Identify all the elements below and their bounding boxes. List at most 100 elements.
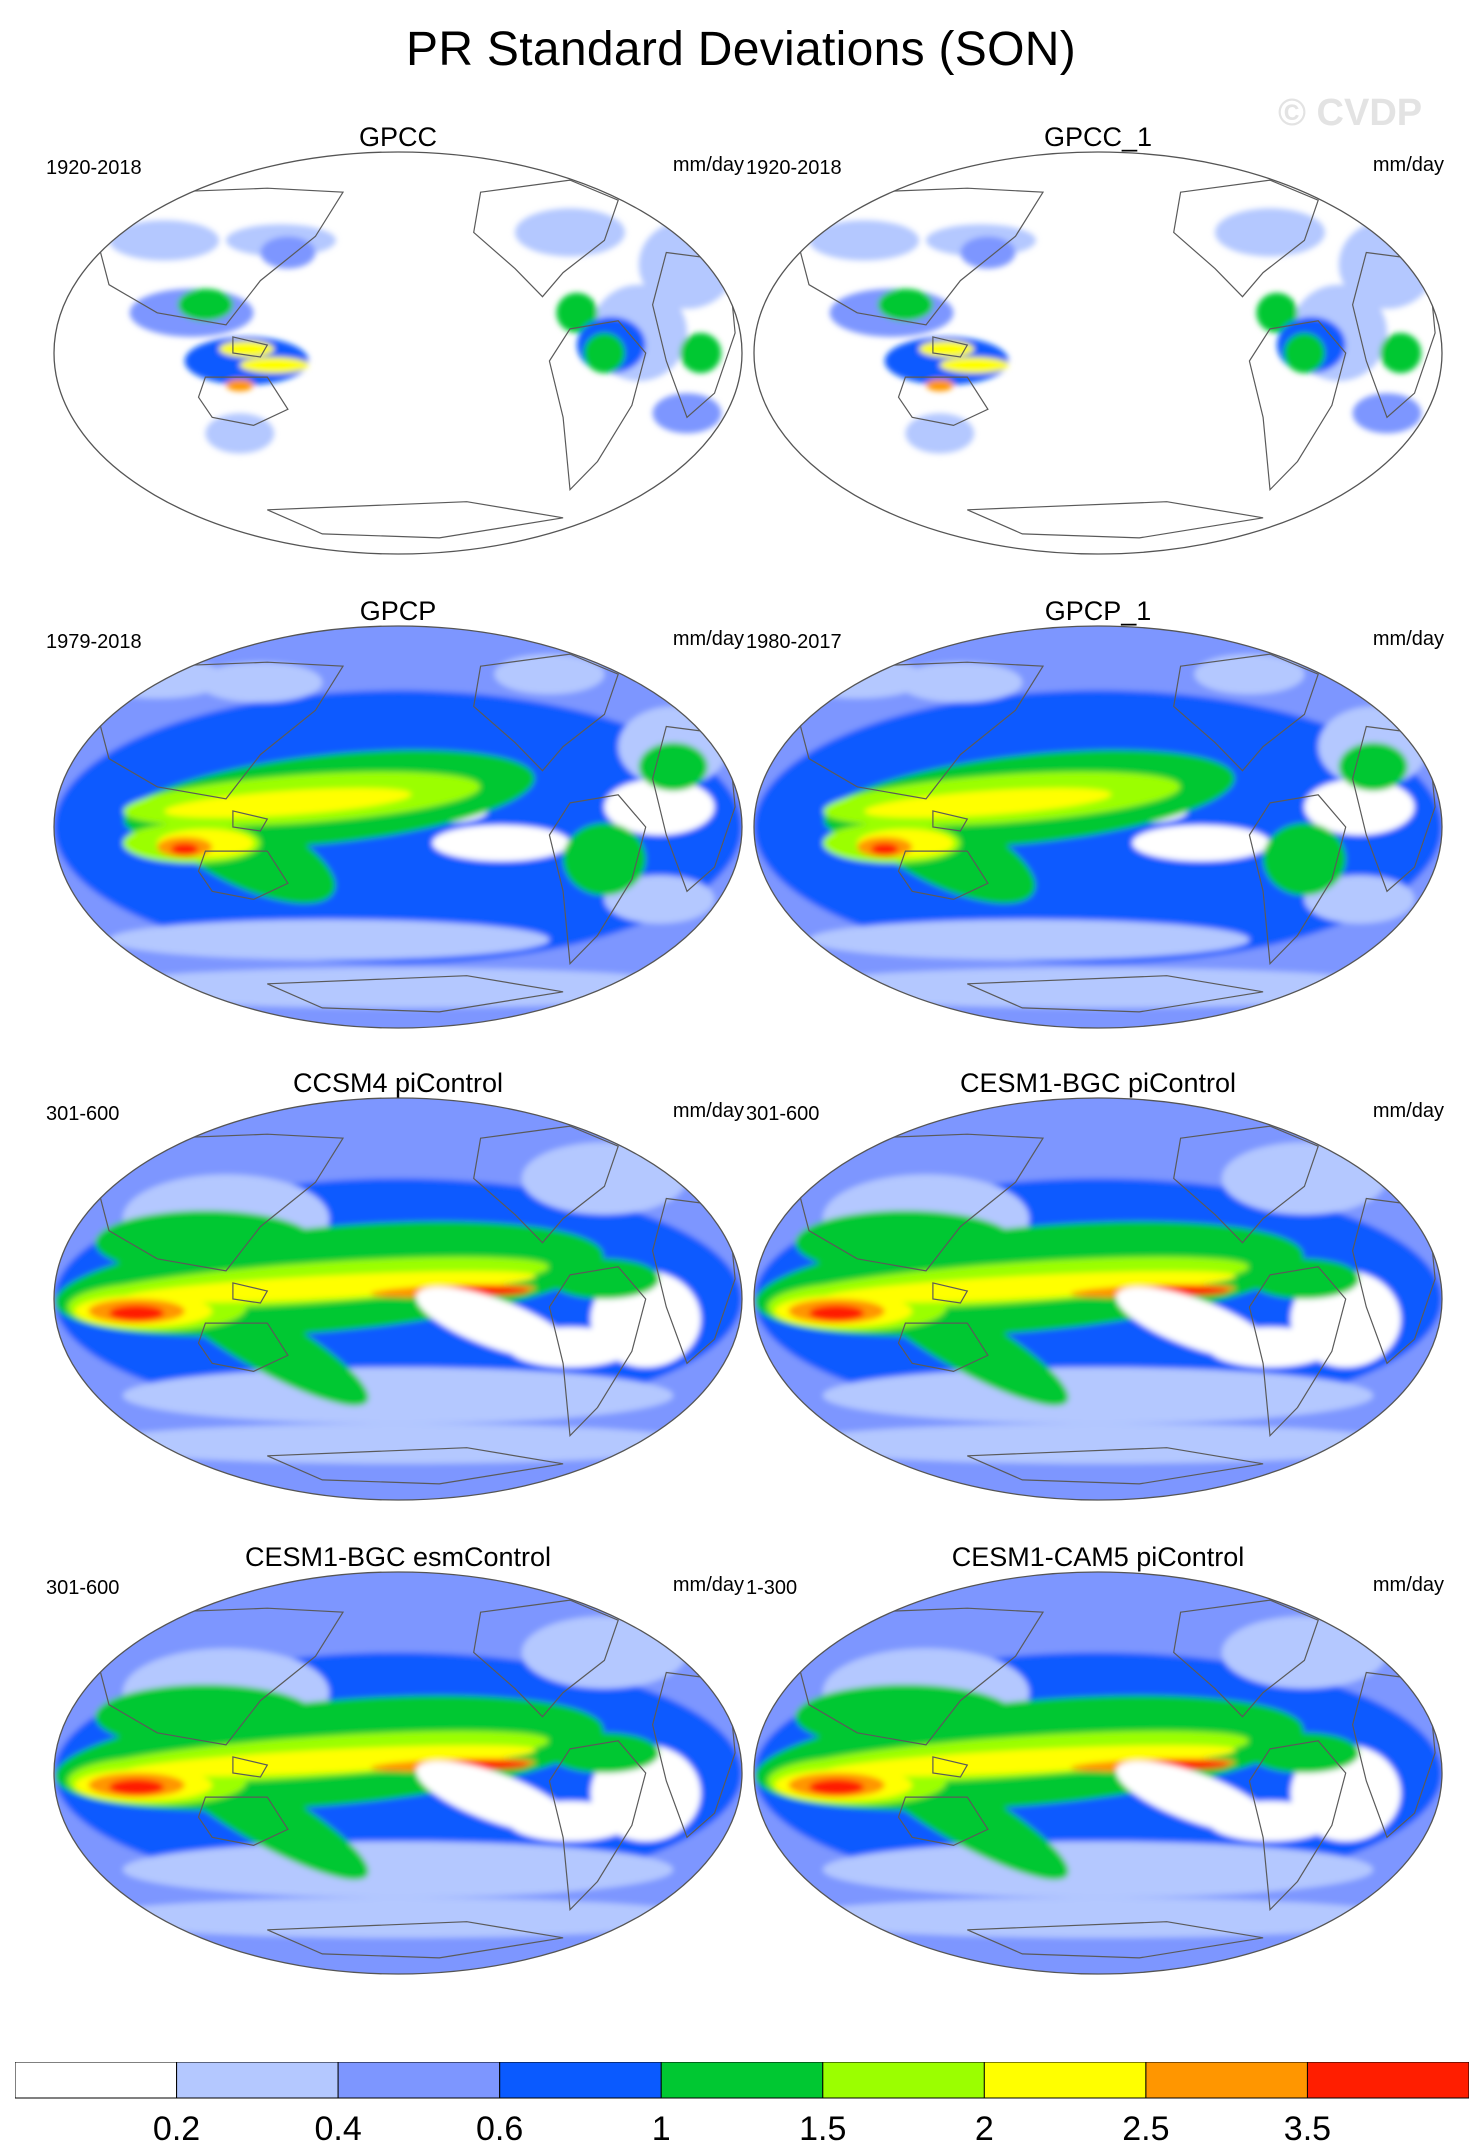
precip-contour	[823, 1271, 1236, 1303]
map-border	[53, 625, 743, 1029]
colorbar-swatch	[499, 2062, 662, 2099]
precip-contour	[898, 662, 1023, 703]
precip-contour	[1194, 654, 1305, 695]
panel-years: 1-300	[746, 1577, 798, 1599]
map-panel-cesm1-bgc-picontrol: CESM1-BGC piControl 301-600 mm/day	[746, 1068, 1450, 1508]
coastline	[267, 1921, 564, 1959]
map-border	[53, 1097, 743, 1501]
map-canvas	[753, 151, 1443, 555]
precip-contour	[1249, 1258, 1360, 1299]
precip-contour	[1256, 292, 1298, 333]
panel-title: CESM1-BGC esmControl	[244, 1542, 552, 1572]
precip-contour	[1338, 742, 1408, 791]
map-canvas	[753, 1571, 1443, 1975]
precip-contour	[177, 288, 233, 321]
precip-contour	[788, 1897, 1408, 1938]
colorbar-swatch	[1145, 2062, 1309, 2099]
map-panel-cesm1-bgc-esmcontrol: CESM1-BGC esmControl 301-600 mm/day	[46, 1542, 750, 1982]
precip-contour	[809, 1305, 865, 1322]
coastline	[232, 1756, 269, 1778]
precip-contour	[1338, 220, 1436, 309]
coastline	[1173, 179, 1319, 298]
coastline	[794, 1133, 1045, 1272]
precip-contour	[1215, 208, 1325, 257]
coastline	[232, 336, 269, 358]
precip-contour	[864, 788, 1112, 818]
panel-title: CCSM4 piControl	[292, 1068, 504, 1098]
precip-contour	[809, 919, 1250, 960]
precip-contour	[170, 843, 199, 856]
coastline	[1248, 1740, 1347, 1912]
precip-contour	[88, 1423, 708, 1464]
precip-contour	[205, 413, 275, 454]
precip-contour	[88, 967, 708, 1008]
precip-contour	[1283, 332, 1325, 374]
coastline	[967, 501, 1264, 539]
coastline	[967, 975, 1264, 1013]
precip-contour	[583, 332, 626, 374]
precip-contour	[1249, 1732, 1360, 1773]
map-panel-cesm1-cam5-picontrol: CESM1-CAM5 piControl 1-300 mm/day	[746, 1542, 1450, 1982]
panel-title: GPCC_1	[1043, 122, 1153, 152]
coastline	[932, 336, 969, 358]
coastline	[197, 850, 289, 901]
coastline	[548, 794, 647, 966]
precip-contour	[432, 825, 570, 862]
precip-contour	[809, 220, 920, 261]
coastline	[473, 1599, 619, 1718]
precip-contour	[604, 875, 715, 924]
coastline	[94, 661, 345, 800]
map-canvas	[53, 625, 743, 1029]
precip-contour	[549, 1732, 660, 1773]
coastline	[1173, 1125, 1319, 1244]
panel-title: GPCC	[358, 122, 437, 152]
coastline	[897, 850, 989, 901]
precip-contour	[1221, 1142, 1387, 1215]
panel-years: 301-600	[746, 1103, 820, 1125]
precip-contour	[494, 654, 605, 695]
coastline	[548, 1740, 647, 1912]
panel-years: 1920-2018	[46, 157, 142, 179]
precip-contour	[416, 1760, 573, 1834]
panel-units: mm/day	[672, 154, 744, 176]
precip-contour	[123, 1745, 536, 1777]
map-border	[53, 1571, 743, 1975]
map-panel-gpcc: GPCC 1920-2018 mm/day	[46, 122, 750, 562]
precip-contour	[122, 1367, 674, 1424]
map-border	[753, 625, 1443, 1029]
panel-years: 1920-2018	[746, 157, 842, 179]
coastline	[794, 661, 1045, 800]
precip-contour	[870, 843, 899, 856]
map-border	[53, 151, 743, 555]
coastline	[967, 1447, 1264, 1485]
colorbar-swatch	[337, 2062, 501, 2099]
precip-contour	[515, 208, 625, 257]
map-border	[753, 1571, 1443, 1975]
colorbar-swatch	[1306, 2062, 1469, 2099]
panel-years: 1979-2018	[46, 631, 142, 653]
precip-contour	[1116, 1760, 1273, 1834]
coastline	[1248, 794, 1347, 966]
precip-contour	[416, 1286, 573, 1360]
colorbar	[15, 2062, 1469, 2099]
coastline	[473, 1125, 619, 1244]
precip-contour	[877, 288, 933, 321]
panel-years: 301-600	[46, 1577, 120, 1599]
precip-contour	[788, 1423, 1408, 1464]
coastline	[197, 376, 289, 427]
coastline	[548, 320, 647, 492]
coastline	[967, 1921, 1264, 1959]
precip-contour	[109, 919, 550, 960]
coastline	[932, 1282, 969, 1304]
map-canvas	[53, 1097, 743, 1501]
map-canvas	[53, 1571, 743, 1975]
precip-contour	[823, 1745, 1236, 1777]
figure-title: PR Standard Deviations (SON)	[406, 23, 1076, 76]
precip-contour	[1352, 393, 1422, 434]
map-panel-gpcp: GPCP 1979-2018 mm/day	[46, 596, 750, 1036]
coastline	[548, 1266, 647, 1438]
coastline	[1248, 1266, 1347, 1438]
precip-contour	[109, 220, 220, 261]
panel-units: mm/day	[1372, 1574, 1444, 1596]
precip-contour	[88, 1897, 708, 1938]
